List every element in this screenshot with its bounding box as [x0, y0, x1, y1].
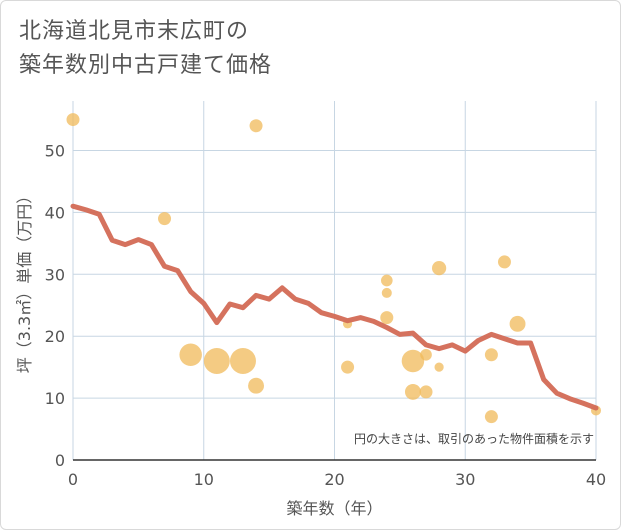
x-tick-label: 30 [455, 470, 475, 489]
x-tick-label: 0 [68, 470, 78, 489]
bubble-point [380, 274, 393, 287]
bubble-point [401, 349, 425, 373]
bubble-size-note: 円の大きさは、取引のあった物件面積を示す [354, 431, 594, 446]
y-tick-label: 40 [45, 203, 65, 222]
y-axis-title: 坪（3.3㎡）単価（万円） [15, 188, 34, 373]
x-axis-title: 築年数（年） [286, 499, 382, 518]
bubble-point [179, 343, 202, 367]
y-tick-label: 10 [45, 389, 65, 408]
bubble-point [497, 255, 511, 269]
bubble-point [420, 348, 432, 361]
bubble-point [434, 362, 444, 372]
bubble-point [484, 348, 498, 362]
bubble-point [419, 385, 433, 399]
trend-line [70, 203, 599, 411]
bubble-point [509, 315, 526, 332]
bubble-point [203, 347, 230, 374]
x-ticks: 0 10 20 30 40 [68, 470, 606, 489]
y-tick-label: 30 [45, 265, 65, 284]
bubble-point [381, 287, 392, 298]
bubble-point [341, 360, 355, 374]
chart-title: 北海道北見市末広町の 築年数別中古戸建て価格 [19, 15, 272, 83]
bubble-point [380, 311, 394, 325]
bubble-point [431, 261, 447, 276]
title-line-2: 築年数別中古戸建て価格 [19, 53, 273, 78]
title-line-1: 北海道北見市末広町の [19, 19, 250, 44]
x-tick-label: 20 [324, 470, 344, 489]
grid [72, 101, 597, 460]
y-tick-label: 20 [45, 327, 65, 346]
bubble-point [158, 212, 172, 226]
y-tick-label: 50 [45, 142, 65, 161]
y-tick-label: 0 [55, 451, 65, 470]
x-tick-label: 40 [586, 470, 606, 489]
bubble-point [66, 113, 80, 127]
bubble-point [248, 377, 265, 394]
bubble-point [404, 383, 421, 400]
x-tick-label: 10 [194, 470, 214, 489]
y-ticks: 0 10 20 30 40 50 [45, 142, 65, 470]
bubbles [66, 113, 602, 424]
bubble-point [229, 347, 256, 374]
bubble-point [249, 119, 263, 133]
bubble-point [484, 410, 498, 424]
